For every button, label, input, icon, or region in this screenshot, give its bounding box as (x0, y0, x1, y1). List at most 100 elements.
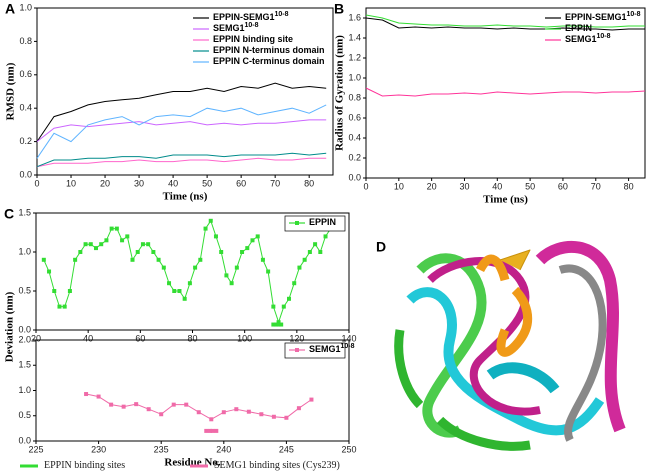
data-point (67, 289, 72, 293)
ribbon (499, 249, 531, 271)
x-tick-label: 235 (154, 444, 169, 454)
y-tick-label: 0.6 (348, 112, 361, 122)
y-tick-label: 1.0 (348, 72, 361, 82)
data-point (323, 234, 328, 239)
x-tick-label: 120 (289, 333, 304, 343)
x-tick-label: 100 (237, 333, 252, 343)
y-tick-label: 1.4 (348, 32, 361, 42)
legend-label: EPPIN-SEMG110-8 (565, 11, 641, 23)
legend-sup: 10-8 (341, 343, 355, 350)
data-point (287, 296, 292, 301)
data-point (271, 414, 276, 419)
x-tick-label: 0 (34, 178, 39, 188)
data-point (229, 281, 234, 286)
data-point (88, 242, 93, 247)
data-point (184, 402, 189, 407)
data-point (52, 289, 57, 293)
data-point (57, 304, 62, 309)
data-point (41, 257, 46, 262)
data-point (318, 250, 323, 254)
data-point (221, 410, 226, 415)
y-tick-label: 0.2 (348, 152, 361, 162)
legend-text: EPPIN C-terminus domain (213, 56, 325, 66)
data-point (120, 238, 125, 243)
data-point (135, 250, 140, 254)
series-line (365, 17, 645, 31)
data-point (292, 281, 297, 286)
y-tick-label: 1.6 (348, 12, 361, 22)
series-line (36, 82, 327, 142)
y-tick-label: 0.5 (18, 410, 31, 420)
legend-label: SEMG110-8 (309, 343, 355, 355)
data-point (114, 226, 119, 231)
legend-text: SEMG1 (565, 34, 597, 44)
y-tick-label: 0.6 (19, 69, 32, 79)
data-point (167, 281, 172, 286)
data-point (203, 226, 208, 231)
data-point (250, 238, 255, 243)
data-point (219, 250, 224, 254)
data-point (140, 242, 145, 247)
legend-text: EPPIN binding site (213, 34, 293, 44)
panel-label: A (5, 1, 15, 17)
series-line (43, 219, 332, 324)
legend-text: EPPIN (565, 23, 592, 33)
data-point (302, 257, 307, 262)
data-point (279, 322, 284, 327)
x-tick-label: 30 (459, 181, 469, 191)
x-tick-label: 60 (135, 333, 145, 343)
series-line (365, 87, 646, 97)
data-point (171, 402, 176, 407)
data-point (208, 218, 213, 223)
x-axis-label: Time (ns) (163, 191, 208, 203)
x-tick-label: 10 (394, 181, 404, 191)
legend-box (284, 342, 346, 359)
legend-text: SEMG1 binding sites (Cys239) (214, 460, 340, 471)
data-point (172, 289, 177, 293)
data-point (297, 265, 302, 270)
x-tick-label: 50 (525, 181, 535, 191)
data-point (209, 417, 214, 422)
x-tick-label: 60 (558, 181, 568, 191)
y-tick-label: 0.4 (348, 132, 361, 142)
legend-label: SEMG110-8 (213, 22, 259, 34)
legend-box (284, 215, 346, 232)
data-point (240, 250, 245, 254)
series-line (36, 157, 327, 168)
data-point (156, 257, 161, 262)
data-point (276, 320, 281, 325)
x-tick-label: 40 (492, 181, 502, 191)
y-tick-label: 0.0 (19, 169, 32, 179)
legend-sup: 10-8 (245, 22, 259, 29)
panel-label: C (4, 206, 14, 222)
data-point (125, 234, 130, 239)
ribbon (475, 254, 533, 357)
y-tick-label: 1.0 (18, 385, 31, 395)
data-point (198, 257, 203, 262)
x-tick-label: 0 (363, 181, 368, 191)
data-point (130, 257, 135, 262)
x-tick-label: 60 (236, 178, 246, 188)
y-tick-label: 0.5 (18, 285, 31, 295)
legend-text: EPPIN (309, 217, 336, 227)
data-point (177, 289, 182, 293)
data-point (83, 242, 88, 247)
plot-frame (365, 7, 646, 179)
data-point (309, 397, 314, 402)
legend-sup: 10-8 (597, 33, 611, 40)
data-point (151, 250, 156, 254)
data-point (281, 304, 286, 309)
x-tick-label: 30 (134, 178, 144, 188)
plot-frame (36, 7, 334, 176)
legend-marker (295, 348, 299, 352)
data-point (307, 250, 312, 254)
x-tick-label: 20 (100, 178, 110, 188)
x-tick-label: 80 (187, 333, 197, 343)
y-tick-label: 0.2 (19, 136, 32, 146)
data-point (208, 428, 213, 433)
legend-text: SEMG1 (213, 23, 245, 33)
y-axis-label: Radius of Gyration (nm) (334, 35, 346, 151)
data-point (182, 296, 187, 301)
y-tick-label: 0.8 (19, 36, 32, 46)
